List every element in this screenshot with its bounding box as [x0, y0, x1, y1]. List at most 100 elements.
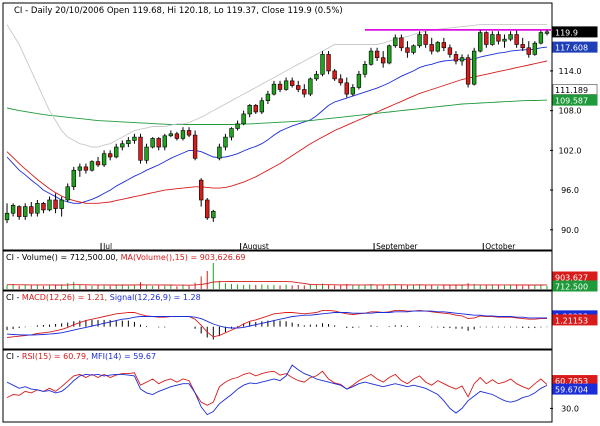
- price-ytick-label-2: 102.0: [559, 146, 582, 155]
- candle-body-65: [399, 37, 404, 49]
- candle-74: [453, 51, 459, 65]
- candle-76: [465, 54, 471, 88]
- macd-badge-label-1: 1.21153: [555, 316, 588, 325]
- candle-68: [417, 31, 422, 48]
- candle-body-85: [520, 44, 525, 49]
- candle-body-83: [508, 34, 513, 40]
- candle-body-51: [314, 73, 319, 80]
- candle-33: [205, 198, 210, 220]
- rsi-ytick-label-0: 30.0: [561, 404, 579, 413]
- candle-body-25: [156, 138, 161, 148]
- price-ytick-label-4: 114.0: [559, 67, 582, 76]
- candle-body-31: [192, 134, 198, 159]
- candle-29: [180, 127, 186, 141]
- month-label-1: August: [243, 242, 269, 251]
- price-badge-3: 109.587: [552, 94, 598, 106]
- candle-body-69: [423, 34, 428, 45]
- candle-body-57: [350, 87, 356, 95]
- candle-73: [447, 44, 453, 58]
- candle-40: [247, 104, 252, 118]
- candle-35: [217, 143, 222, 161]
- candle-26: [162, 133, 167, 151]
- candle-32: [198, 178, 204, 207]
- candle-body-49: [302, 89, 307, 95]
- rsi-badge-label-0: 60.7853: [555, 377, 588, 386]
- candle-10: [65, 183, 70, 202]
- candle-body-55: [338, 78, 343, 84]
- candle-8: [53, 193, 58, 214]
- candle-16: [101, 150, 107, 167]
- candle-body-7: [47, 199, 52, 211]
- macd-panel-title: CI - MACD(12,26) = 1.21, Signal(12,26,9)…: [6, 293, 201, 302]
- candle-body-60: [368, 50, 374, 65]
- candle-39: [241, 110, 246, 126]
- candle-body-42: [259, 100, 265, 113]
- candle-body-2: [16, 206, 22, 217]
- candle-54: [332, 68, 337, 81]
- price-badge-label-2: 111.189: [555, 86, 588, 95]
- candle-62: [380, 51, 386, 68]
- candle-58: [356, 70, 362, 90]
- candle-body-45: [277, 83, 283, 90]
- candle-body-53: [326, 54, 331, 72]
- candle-body-36: [223, 136, 228, 148]
- candle-body-40: [247, 105, 252, 115]
- candle-3: [23, 203, 28, 220]
- price-ytick-label-3: 108.0: [559, 107, 582, 116]
- candle-body-4: [29, 206, 34, 214]
- candle-6: [41, 201, 46, 214]
- candle-18: [114, 143, 119, 159]
- candle-body-74: [453, 54, 459, 62]
- candle-57: [350, 84, 356, 97]
- candle-0: [4, 203, 10, 224]
- price-badge-label-1: 117.608: [555, 44, 588, 53]
- candle-body-9: [59, 199, 64, 209]
- candle-body-89: [544, 31, 550, 34]
- candle-5: [35, 199, 40, 217]
- volume-ma-line: [7, 280, 548, 286]
- candle-14: [89, 160, 95, 172]
- candle-body-13: [83, 166, 89, 171]
- candle-body-19: [120, 143, 125, 148]
- candle-body-15: [95, 161, 101, 166]
- price-series-3: [6, 24, 547, 148]
- price-badge-box-1: [552, 41, 598, 53]
- month-label-2: September: [376, 242, 418, 251]
- volume-badge-box-1: [552, 280, 598, 292]
- candle-88: [538, 30, 544, 45]
- candle-body-27: [168, 133, 174, 137]
- candle-56: [344, 77, 349, 98]
- candle-body-86: [526, 47, 531, 55]
- candle-body-62: [380, 57, 386, 64]
- price-badge-0: 119.9: [552, 26, 598, 38]
- candle-37: [229, 127, 234, 141]
- price-badge-box-0: [552, 26, 598, 38]
- rsi-series-0: [6, 370, 548, 406]
- candle-body-79: [484, 32, 489, 45]
- volume-plot: [6, 262, 548, 289]
- candle-86: [526, 41, 531, 58]
- candle-body-12: [77, 166, 83, 171]
- price-series-2: [6, 99, 548, 125]
- rsi-badge-label-1: 59.6704: [555, 386, 588, 395]
- macd-title-part-1: MACD(12,26) = 1.21,: [22, 293, 110, 302]
- candle-38: [235, 120, 240, 131]
- candle-34: [211, 209, 216, 222]
- rsi-title-part-0: CI -: [6, 352, 22, 361]
- candle-7: [47, 196, 52, 212]
- candle-body-18: [114, 146, 119, 158]
- candle-2: [16, 205, 22, 220]
- price-panel-frame: [2, 2, 553, 251]
- candle-52: [320, 51, 325, 77]
- candle-body-66: [405, 47, 410, 53]
- candle-body-43: [265, 93, 271, 102]
- price-panel-title: CI - Daily 20/10/2006 Open 119.68, Hi 12…: [14, 6, 343, 16]
- candle-body-81: [496, 34, 501, 42]
- candle-79: [484, 31, 489, 48]
- candle-body-32: [198, 179, 204, 201]
- candle-body-14: [89, 161, 95, 171]
- candle-body-75: [459, 57, 465, 62]
- candle-body-76: [465, 57, 471, 85]
- candle-47: [289, 77, 295, 88]
- candle-body-77: [471, 50, 477, 85]
